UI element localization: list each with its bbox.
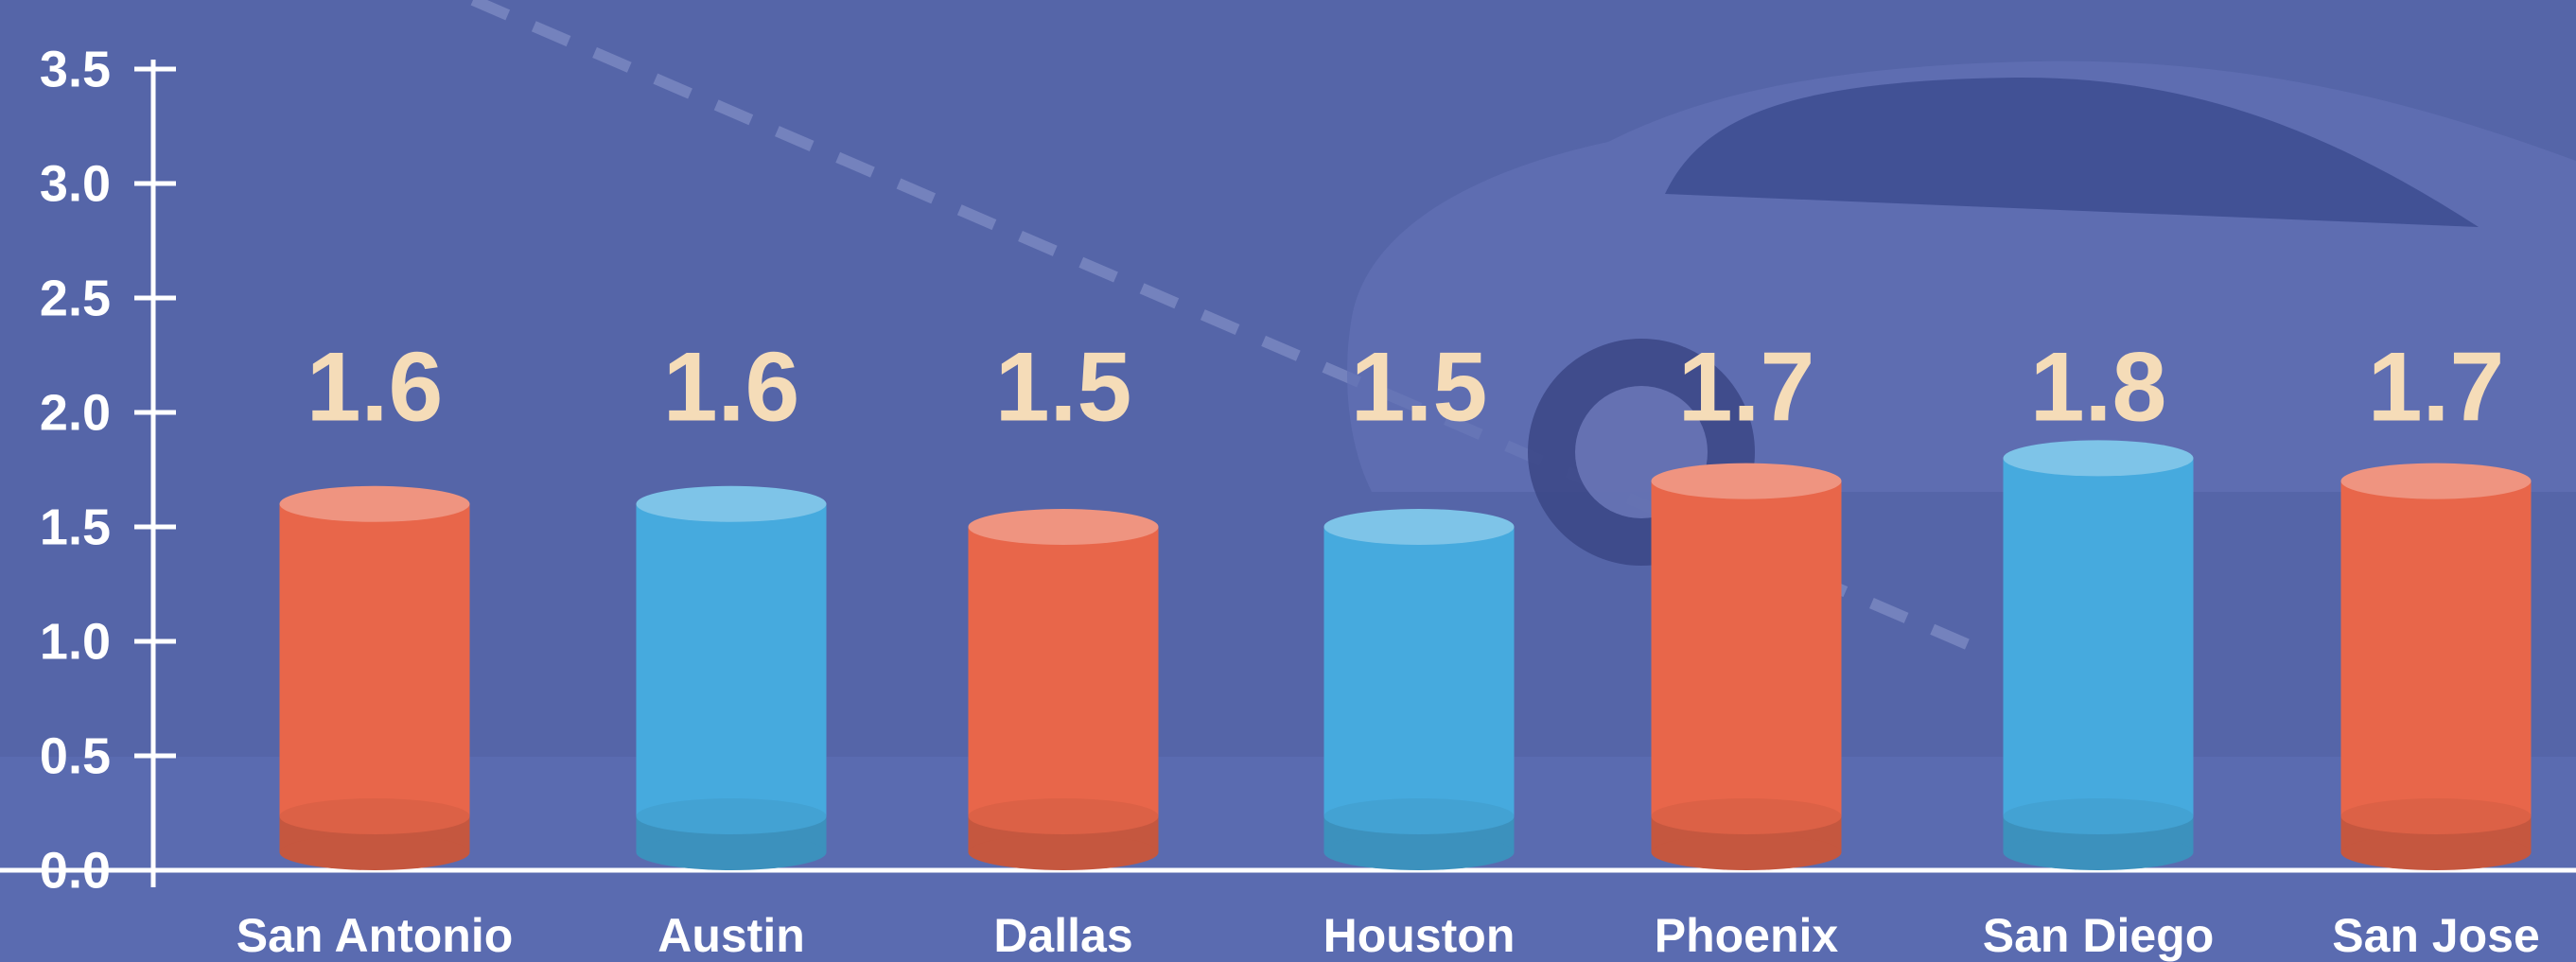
y-tick-label: 1.0 (40, 613, 111, 670)
x-tick-label: Houston (1323, 909, 1516, 962)
value-label: 1.7 (1678, 332, 1815, 442)
x-tick-label: San Jose (2332, 909, 2540, 962)
bar-bottom (280, 834, 470, 870)
bar-bottom (969, 834, 1159, 870)
value-label: 1.7 (2368, 332, 2505, 442)
y-tick-label: 3.5 (40, 41, 111, 97)
y-tick-label: 2.0 (40, 384, 111, 441)
y-tick-label: 3.0 (40, 155, 111, 212)
bar-bottom (2341, 834, 2532, 870)
page: 0.0 0.5 1.0 1.5 2.0 2.5 3.0 3.5 1.6 San Antonio 1.… (0, 0, 2576, 962)
bar-top (2004, 440, 2194, 476)
bar-bottom (1652, 834, 1842, 870)
value-label: 1.5 (1351, 332, 1488, 442)
bar-base-top (637, 798, 827, 834)
bar-base-top (1652, 798, 1842, 834)
bar (969, 509, 1159, 870)
bar-bottom (1324, 834, 1515, 870)
x-tick-label: San Diego (1983, 909, 2214, 962)
value-label: 1.6 (663, 332, 800, 442)
bar-bottom (637, 834, 827, 870)
bar (2341, 464, 2532, 870)
bar-top (280, 486, 470, 522)
bar-base-top (2341, 798, 2532, 834)
bar-top (2341, 464, 2532, 499)
bar (1652, 464, 1842, 870)
bar-top (1652, 464, 1842, 499)
bar-bottom (2004, 834, 2194, 870)
value-label: 1.6 (307, 332, 444, 442)
bar-base-top (280, 798, 470, 834)
x-tick-label: Phoenix (1655, 909, 1839, 962)
y-tick-label: 0.0 (40, 842, 111, 899)
bar-top (1324, 509, 1515, 545)
bar (280, 486, 470, 870)
y-tick-label: 0.5 (40, 727, 111, 784)
bar (2004, 440, 2194, 870)
bar-body (2004, 458, 2194, 852)
y-tick-label: 2.5 (40, 270, 111, 326)
x-tick-label: Austin (657, 909, 805, 962)
value-label: 1.8 (2030, 332, 2167, 442)
bar-base-top (1324, 798, 1515, 834)
x-tick-label: San Antonio (237, 909, 514, 962)
y-tick-label: 1.5 (40, 498, 111, 555)
chart: 0.0 0.5 1.0 1.5 2.0 2.5 3.0 3.5 1.6 San Antonio 1.… (0, 0, 2576, 962)
bar-base-top (2004, 798, 2194, 834)
bar-base-top (969, 798, 1159, 834)
value-label: 1.5 (995, 332, 1132, 442)
bar-top (969, 509, 1159, 545)
bar (1324, 509, 1515, 870)
bar (637, 486, 827, 870)
bar-body (1652, 481, 1842, 852)
bar-body (2341, 481, 2532, 852)
x-tick-label: Dallas (993, 909, 1132, 962)
bar-top (637, 486, 827, 522)
